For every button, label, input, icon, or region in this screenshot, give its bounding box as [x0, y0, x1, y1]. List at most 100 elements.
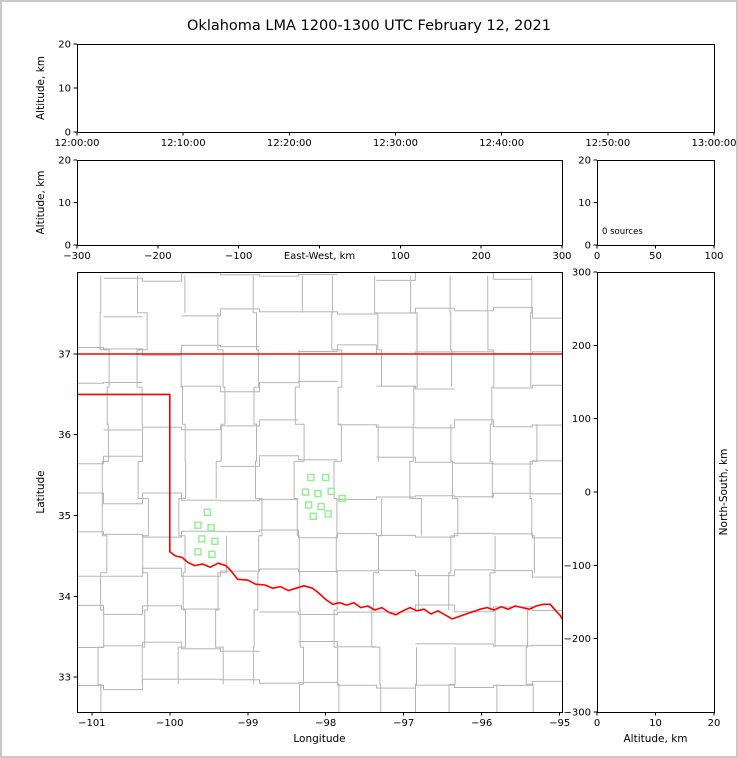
- panel-background: [597, 160, 714, 245]
- tick-label: −98: [315, 718, 336, 729]
- tick-label: 34: [58, 592, 71, 603]
- tick-label: 100: [704, 251, 723, 262]
- station-marker: [207, 523, 215, 532]
- lma-stations: [194, 473, 346, 558]
- tick-label: 0: [594, 251, 600, 262]
- station-marker: [307, 473, 315, 482]
- county-lines: [77, 272, 562, 712]
- tick-label: 12:00:00: [55, 138, 100, 149]
- x-axis: 0 10 20: [594, 712, 721, 729]
- tick-label: 33: [58, 673, 71, 684]
- tick-label: 12:40:00: [479, 138, 524, 149]
- x-axis: 0 50 100: [594, 245, 724, 262]
- panels: 12:00:00 12:10:00 12:20:00 12:30:00 12:40:00…: [35, 40, 736, 746]
- tick-label: −300: [564, 708, 591, 719]
- panel-background: [77, 160, 562, 245]
- panel-background: [77, 272, 562, 712]
- tick-label: −300: [63, 251, 90, 262]
- y-axis: −300 −200 −100 0 100 200 300: [564, 268, 597, 719]
- y-axis-label: North-South, km: [718, 449, 730, 536]
- tick-label: 10: [58, 84, 71, 95]
- tick-label: 0: [65, 128, 71, 139]
- tick-label: 0: [585, 241, 591, 252]
- station-marker: [324, 510, 332, 518]
- panel-frame: [77, 160, 563, 246]
- panel-ew_altitude: −300 −200 −100 East-West, km 100 200 300 0 10 20 A…: [35, 156, 572, 263]
- tick-label: 10: [58, 198, 71, 209]
- panel-plan_view: −101 −100 −99 −98 −97 −96 −95 Longitude 33 34 35 36…: [35, 272, 570, 745]
- tick-label: 35: [58, 511, 71, 522]
- tick-label: 20: [708, 718, 721, 729]
- x-axis-label: Longitude: [293, 733, 345, 745]
- tick-label: 0: [585, 488, 591, 499]
- station-marker: [314, 490, 322, 498]
- tick-label: 12:30:00: [373, 138, 418, 149]
- tick-label: −96: [471, 718, 492, 729]
- tick-label: −200: [564, 634, 591, 645]
- tick-label: 13:00:00: [692, 138, 736, 149]
- station-marker: [338, 494, 346, 503]
- y-axis-label: Altitude, km: [35, 56, 47, 120]
- x-axis-label: East-West, km: [284, 251, 355, 262]
- tick-label: −100: [156, 718, 183, 729]
- tick-label: −97: [393, 718, 414, 729]
- tick-label: 37: [58, 349, 71, 360]
- tick-label: 12:50:00: [585, 138, 630, 149]
- y-axis: 33 34 35 36 37: [58, 349, 77, 684]
- tick-label: 20: [58, 40, 71, 51]
- panel-background: [77, 44, 714, 132]
- source-count-annotation: 0 sources: [602, 227, 643, 237]
- tick-label: −95: [549, 718, 570, 729]
- tick-label: 0: [594, 718, 600, 729]
- tick-label: 10: [649, 718, 662, 729]
- tick-label: 20: [578, 156, 591, 167]
- panel-time_height: 12:00:00 12:10:00 12:20:00 12:30:00 12:40:00…: [35, 40, 736, 150]
- x-axis: −101 −100 −99 −98 −97 −96 −95: [78, 712, 570, 729]
- station-marker: [211, 537, 219, 545]
- tick-label: −101: [78, 718, 105, 729]
- tick-label: −200: [144, 251, 171, 262]
- tick-label: 50: [649, 251, 662, 262]
- tick-label: 10: [578, 198, 591, 209]
- tick-label: 36: [58, 430, 71, 441]
- panel-frame: [77, 44, 715, 133]
- station-marker: [327, 487, 335, 495]
- map-content: [77, 272, 562, 712]
- x-axis: −300 −200 −100 East-West, km 100 200 300: [63, 245, 572, 262]
- tick-label: 300: [552, 251, 571, 262]
- station-marker: [194, 521, 202, 529]
- tick-label: 300: [572, 268, 591, 279]
- x-axis-label: Altitude, km: [623, 733, 687, 745]
- station-marker: [194, 548, 202, 556]
- panel-ns_altitude: 0 10 20 Altitude, km −300 −200 −100 0 100 200 300 N…: [564, 268, 730, 746]
- state-border-west-south: [77, 393, 562, 620]
- tick-label: −100: [225, 251, 252, 262]
- figure-title: Oklahoma LMA 1200-1300 UTC February 12, …: [187, 18, 551, 34]
- panel-frame: [597, 160, 715, 246]
- tick-label: 0: [65, 241, 71, 252]
- station-marker: [203, 508, 211, 516]
- station-marker: [304, 501, 313, 509]
- tick-label: 12:20:00: [267, 138, 312, 149]
- y-axis: 0 10 20: [578, 156, 597, 252]
- panel-frame: [597, 272, 715, 713]
- panel-source_count: 0 50 100 0 10 20 0 sources: [578, 156, 723, 263]
- x-axis: 12:00:00 12:10:00 12:20:00 12:30:00 12:40:00…: [55, 132, 736, 149]
- panel-background: [597, 272, 714, 712]
- station-marker: [309, 512, 317, 520]
- station-marker: [317, 502, 325, 511]
- tick-label: 12:10:00: [161, 138, 206, 149]
- y-axis-label: Altitude, km: [35, 170, 47, 234]
- tick-label: −100: [564, 561, 591, 572]
- tick-label: 20: [58, 156, 71, 167]
- tick-label: 100: [391, 251, 410, 262]
- station-marker: [198, 535, 206, 543]
- y-axis-label: Latitude: [35, 470, 47, 513]
- tick-label: 100: [572, 414, 591, 425]
- panel-frame: [77, 272, 563, 713]
- station-marker: [208, 550, 216, 558]
- tick-label: 200: [572, 341, 591, 352]
- y-axis: 0 10 20: [58, 40, 77, 139]
